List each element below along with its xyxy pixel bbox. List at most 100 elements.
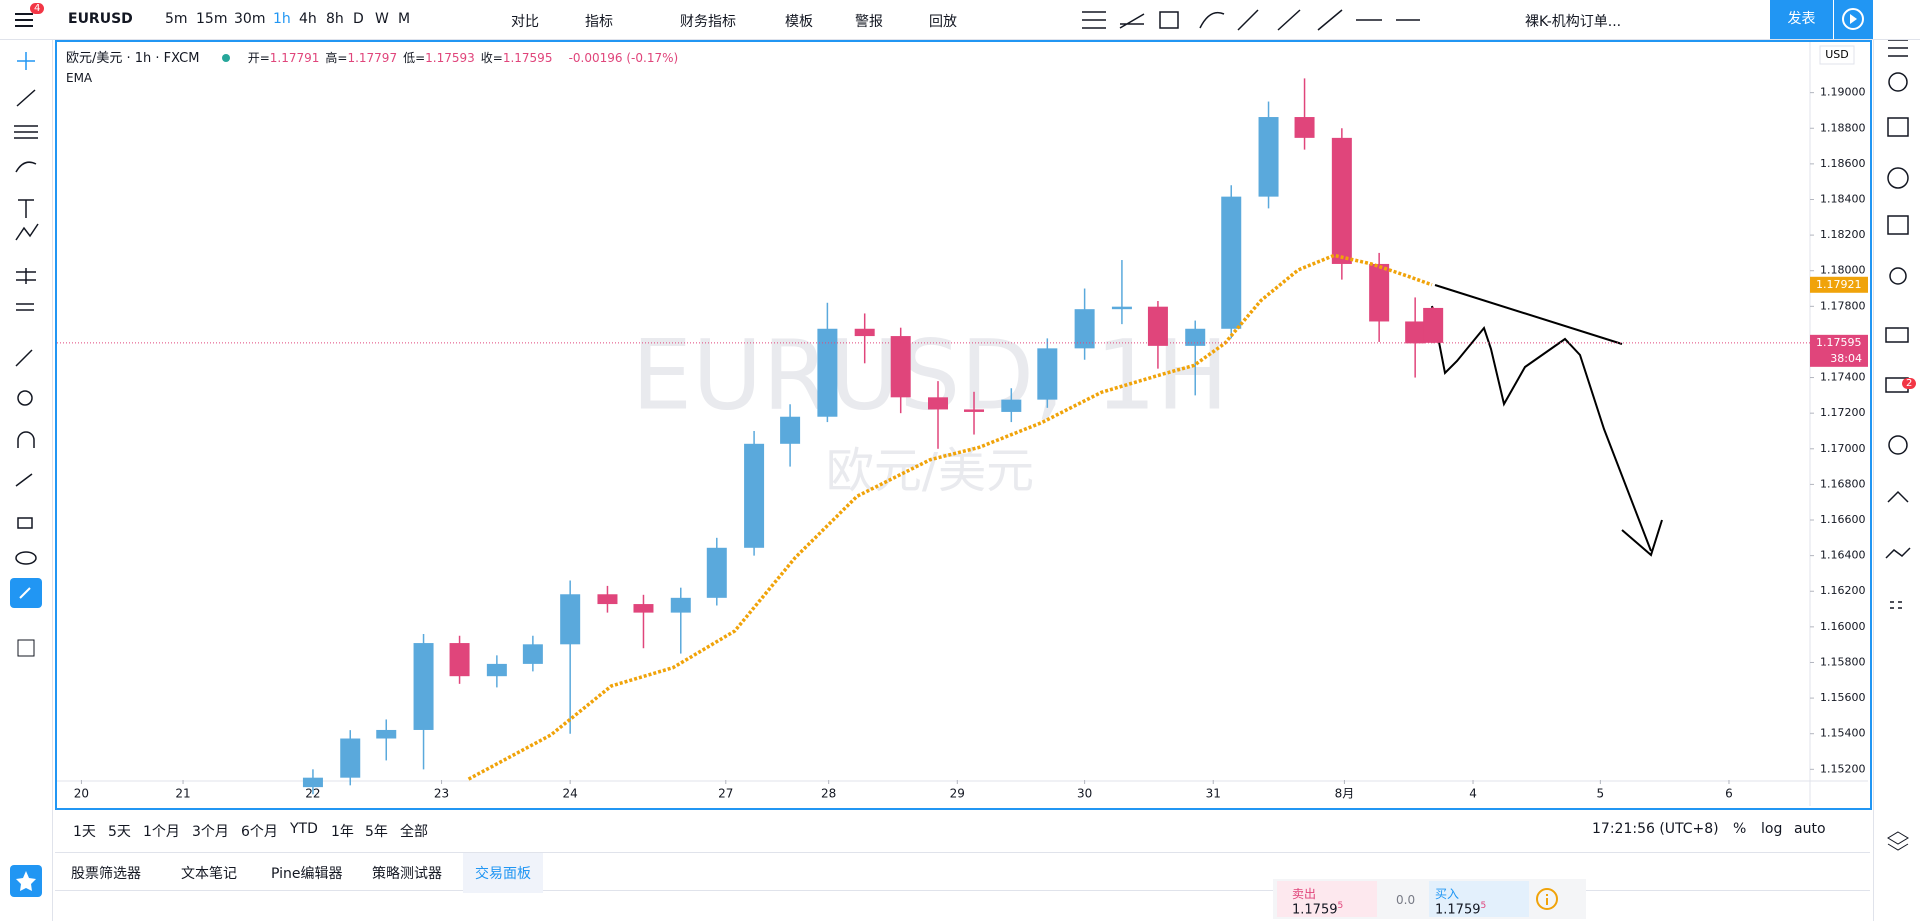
toolbar-button[interactable]: 对比: [511, 14, 539, 30]
x-tick-label: 27: [718, 787, 733, 801]
range-button[interactable]: 1天: [73, 824, 96, 840]
candle-body: [1258, 117, 1279, 197]
scale-option[interactable]: auto: [1794, 821, 1826, 837]
interval-button[interactable]: 8h: [326, 11, 344, 27]
y-tick-label: 1.17200: [1820, 406, 1866, 419]
spread: 0.0: [1396, 893, 1416, 907]
candle-body: [928, 397, 949, 410]
symbol[interactable]: EURUSD: [68, 11, 133, 27]
publish-button[interactable]: 发表: [1770, 0, 1833, 39]
toolbar-button[interactable]: 财务指标: [680, 14, 736, 30]
change: -0.00196 (-0.17%): [568, 51, 679, 65]
candle-body: [744, 443, 765, 548]
range-button[interactable]: 5年: [365, 824, 388, 840]
y-tick-label: 1.15600: [1820, 691, 1866, 704]
range-button[interactable]: 全部: [400, 824, 428, 840]
left-toolbar: [0, 40, 53, 921]
chart-frame: [55, 40, 1872, 810]
ohlc-value: 1.17797: [347, 51, 398, 65]
x-tick-label: 21: [175, 787, 190, 801]
y-tick-label: 1.16200: [1820, 584, 1866, 597]
range-button[interactable]: YTD: [290, 821, 318, 837]
y-tick-label: 1.19000: [1820, 86, 1866, 99]
candle-body: [817, 328, 838, 417]
x-tick-label: 29: [950, 787, 965, 801]
x-tick-label: 20: [74, 787, 89, 801]
indicator-name: EMA: [66, 71, 93, 85]
ohlc-value: 1.17595: [502, 51, 553, 65]
candle-body: [706, 547, 727, 598]
panel-tab[interactable]: 股票筛选器: [71, 866, 141, 882]
toolbar-button[interactable]: 警报: [855, 14, 883, 30]
interval-button[interactable]: W: [375, 11, 389, 27]
layers-icon[interactable]: [1886, 830, 1910, 854]
ohlc-label: 高=: [325, 51, 348, 65]
candle-body: [1405, 321, 1426, 344]
y-tick-label: 1.18800: [1820, 121, 1866, 134]
buy-box[interactable]: [1429, 881, 1529, 917]
interval-button[interactable]: 15m: [196, 11, 228, 27]
scale-option[interactable]: log: [1761, 821, 1783, 837]
x-tick-label: 28: [821, 787, 836, 801]
interval-button[interactable]: D: [353, 11, 364, 27]
candle-body: [1423, 307, 1444, 343]
toolbar-button[interactable]: 指标: [585, 14, 613, 30]
interval-button[interactable]: 1h: [273, 11, 291, 27]
info-icon[interactable]: [1535, 887, 1559, 911]
interval-button[interactable]: 5m: [165, 11, 188, 27]
ohlc-label: 收=: [480, 51, 503, 65]
x-tick-label: 5: [1597, 787, 1605, 801]
interval-button[interactable]: 30m: [234, 11, 266, 27]
favorite-button[interactable]: [10, 865, 42, 897]
candle-body: [597, 594, 618, 605]
candle-body: [413, 643, 434, 730]
candle-body: [522, 644, 543, 664]
last-price-label: 1.17595: [1816, 336, 1862, 349]
candle-body: [1294, 117, 1315, 138]
range-button[interactable]: 3个月: [192, 824, 229, 840]
range-button[interactable]: 1个月: [143, 824, 180, 840]
scale-option[interactable]: %: [1733, 821, 1747, 837]
x-tick-label: 23: [434, 787, 449, 801]
clock: 17:21:56 (UTC+8): [1592, 821, 1719, 837]
interval-button[interactable]: M: [398, 11, 411, 27]
y-tick-label: 1.18600: [1820, 157, 1866, 170]
status-dot: [221, 54, 230, 62]
panel-tab[interactable]: 交易面板: [463, 853, 543, 893]
y-tick-label: 1.18400: [1820, 192, 1866, 205]
range-button[interactable]: 5天: [108, 824, 131, 840]
y-tick-label: 1.17000: [1820, 442, 1866, 455]
panel-tab[interactable]: Pine编辑器: [271, 866, 343, 882]
toolbar-button[interactable]: 模板: [785, 14, 813, 30]
candle-body: [670, 597, 691, 613]
candle-body: [890, 336, 911, 398]
play-button[interactable]: [1834, 0, 1873, 39]
ema-line: [467, 253, 1433, 781]
candle-body: [854, 328, 875, 337]
range-button[interactable]: 1年: [331, 824, 354, 840]
top-toolbar: 4 EURUSD 裸K-机构订单... 发表 5m 15m 30m 1h 4h 8h D W M…: [0, 0, 1920, 40]
panel-tab[interactable]: 策略测试器: [372, 866, 442, 882]
y-tick-label: 1.16000: [1820, 620, 1866, 633]
bottom-tabs: 股票筛选器 文本笔记 Pine编辑器 策略测试器 交易面板: [55, 852, 1870, 893]
buy-price-pip: 5: [1480, 901, 1487, 911]
y-tick-label: 1.16600: [1820, 513, 1866, 526]
interval-button[interactable]: 4h: [299, 11, 317, 27]
right-toolbar: 2: [1873, 39, 1920, 921]
sell-box[interactable]: [1277, 881, 1377, 917]
chat-badge: 2: [1902, 378, 1917, 389]
ema-price-label: 1.17921: [1816, 278, 1862, 291]
menu-icon[interactable]: [14, 10, 36, 30]
candle-body: [1111, 306, 1132, 310]
notification-badge: 4: [30, 3, 45, 14]
layout-name[interactable]: 裸K-机构订单...: [1525, 14, 1622, 30]
side-icons: [1885, 39, 1911, 609]
panel-tab[interactable]: 文本笔记: [181, 866, 237, 882]
y-tick-label: 1.15200: [1820, 762, 1866, 775]
range-button[interactable]: 6个月: [241, 824, 278, 840]
y-tick-label: 1.17400: [1820, 371, 1866, 384]
y-tick-label: 1.15400: [1820, 727, 1866, 740]
toolbar-button[interactable]: 回放: [929, 14, 957, 30]
buy-price: 1.17595: [1435, 901, 1486, 917]
candle-body: [1331, 137, 1352, 264]
